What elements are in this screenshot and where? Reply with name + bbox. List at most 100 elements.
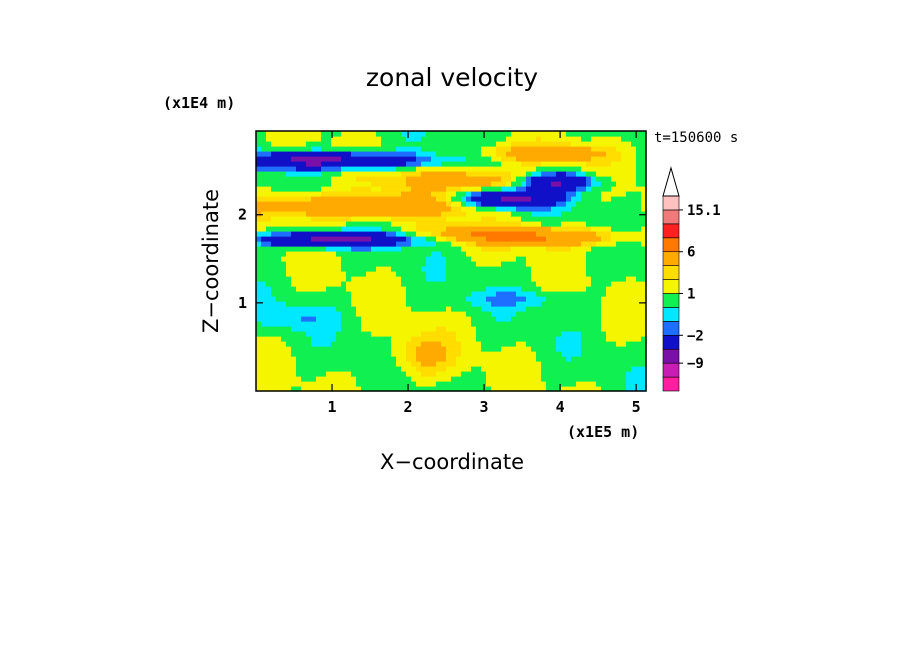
heatmap-cell [311,316,317,322]
heatmap-cell [416,231,422,237]
heatmap-cell [356,171,362,177]
heatmap-cell [391,331,397,337]
heatmap-cell [591,381,597,387]
heatmap-cell [546,316,552,322]
heatmap-cell [611,276,617,282]
heatmap-cell [581,131,587,137]
heatmap-cell [476,191,482,197]
heatmap-cell [336,271,342,277]
heatmap-cell [571,171,577,177]
heatmap-cell [501,366,507,372]
heatmap-cell [446,361,452,367]
heatmap-cell [411,246,417,252]
heatmap-cell [636,311,642,317]
heatmap-cell [561,316,567,322]
heatmap-cell [386,296,392,302]
heatmap-cell [546,186,552,192]
heatmap-cell [426,356,432,362]
heatmap-cell [386,326,392,332]
heatmap-cell [596,336,602,342]
heatmap-cell [501,136,507,142]
heatmap-cell [431,306,437,312]
heatmap-cell [336,386,342,392]
heatmap-cell [306,206,312,212]
heatmap-cell [296,221,302,227]
heatmap-cell [446,171,452,177]
heatmap-cell [261,356,267,362]
heatmap-cell [631,366,637,372]
heatmap-cell [621,326,627,332]
heatmap-cell [331,241,337,247]
heatmap-cell [321,151,327,157]
heatmap-cell [456,326,462,332]
heatmap-cell [331,356,337,362]
heatmap-cell [256,266,262,272]
heatmap-cell [396,381,402,387]
heatmap-cell [541,246,547,252]
heatmap-cell [526,326,532,332]
heatmap-cell [441,331,447,337]
heatmap-cell [341,326,347,332]
heatmap-cell [336,251,342,257]
heatmap-cell [281,386,287,392]
heatmap-cell [336,171,342,177]
heatmap-cell [616,291,622,297]
heatmap-cell [511,361,517,367]
heatmap-cell [531,381,537,387]
heatmap-cell [611,341,617,347]
heatmap-cell [256,301,262,307]
heatmap-cell [331,366,337,372]
heatmap-cell [641,131,647,137]
heatmap-cell [516,171,522,177]
heatmap-cell [481,181,487,187]
heatmap-cell [496,221,502,227]
heatmap-cell [371,191,377,197]
heatmap-cell [396,136,402,142]
heatmap-cell [526,206,532,212]
heatmap-cell [466,241,472,247]
heatmap-cell [461,336,467,342]
heatmap-cell [271,381,277,387]
heatmap-cell [456,376,462,382]
heatmap-cell [466,201,472,207]
heatmap-cell [521,316,527,322]
heatmap-cell [356,136,362,142]
heatmap-cell [556,256,562,262]
heatmap-cell [471,311,477,317]
heatmap-cell [616,236,622,242]
heatmap-cell [546,306,552,312]
heatmap-cell [256,356,262,362]
heatmap-cell [476,376,482,382]
heatmap-cell [336,156,342,162]
heatmap-cell [316,236,322,242]
heatmap-cell [406,226,412,232]
heatmap-cell [281,226,287,232]
heatmap-cell [311,386,317,392]
heatmap-cell [326,311,332,317]
heatmap-cell [556,146,562,152]
heatmap-cell [426,306,432,312]
heatmap-cell [386,181,392,187]
heatmap-cell [636,166,642,172]
heatmap-cell [431,131,437,137]
heatmap-cell [281,271,287,277]
heatmap-cell [451,186,457,192]
heatmap-cell [521,381,527,387]
heatmap-cell [411,191,417,197]
heatmap-cell [321,211,327,217]
heatmap-cell [351,211,357,217]
heatmap-cell [496,366,502,372]
heatmap-cell [401,166,407,172]
heatmap-cell [471,376,477,382]
heatmap-cell [261,301,267,307]
heatmap-cell [281,296,287,302]
heatmap-cell [366,286,372,292]
heatmap-cell [261,271,267,277]
heatmap-cell [296,156,302,162]
heatmap-cell [501,346,507,352]
heatmap-cell [466,311,472,317]
heatmap-cell [261,236,267,242]
heatmap-cell [361,206,367,212]
heatmap-cell [306,151,312,157]
heatmap-cell [296,341,302,347]
